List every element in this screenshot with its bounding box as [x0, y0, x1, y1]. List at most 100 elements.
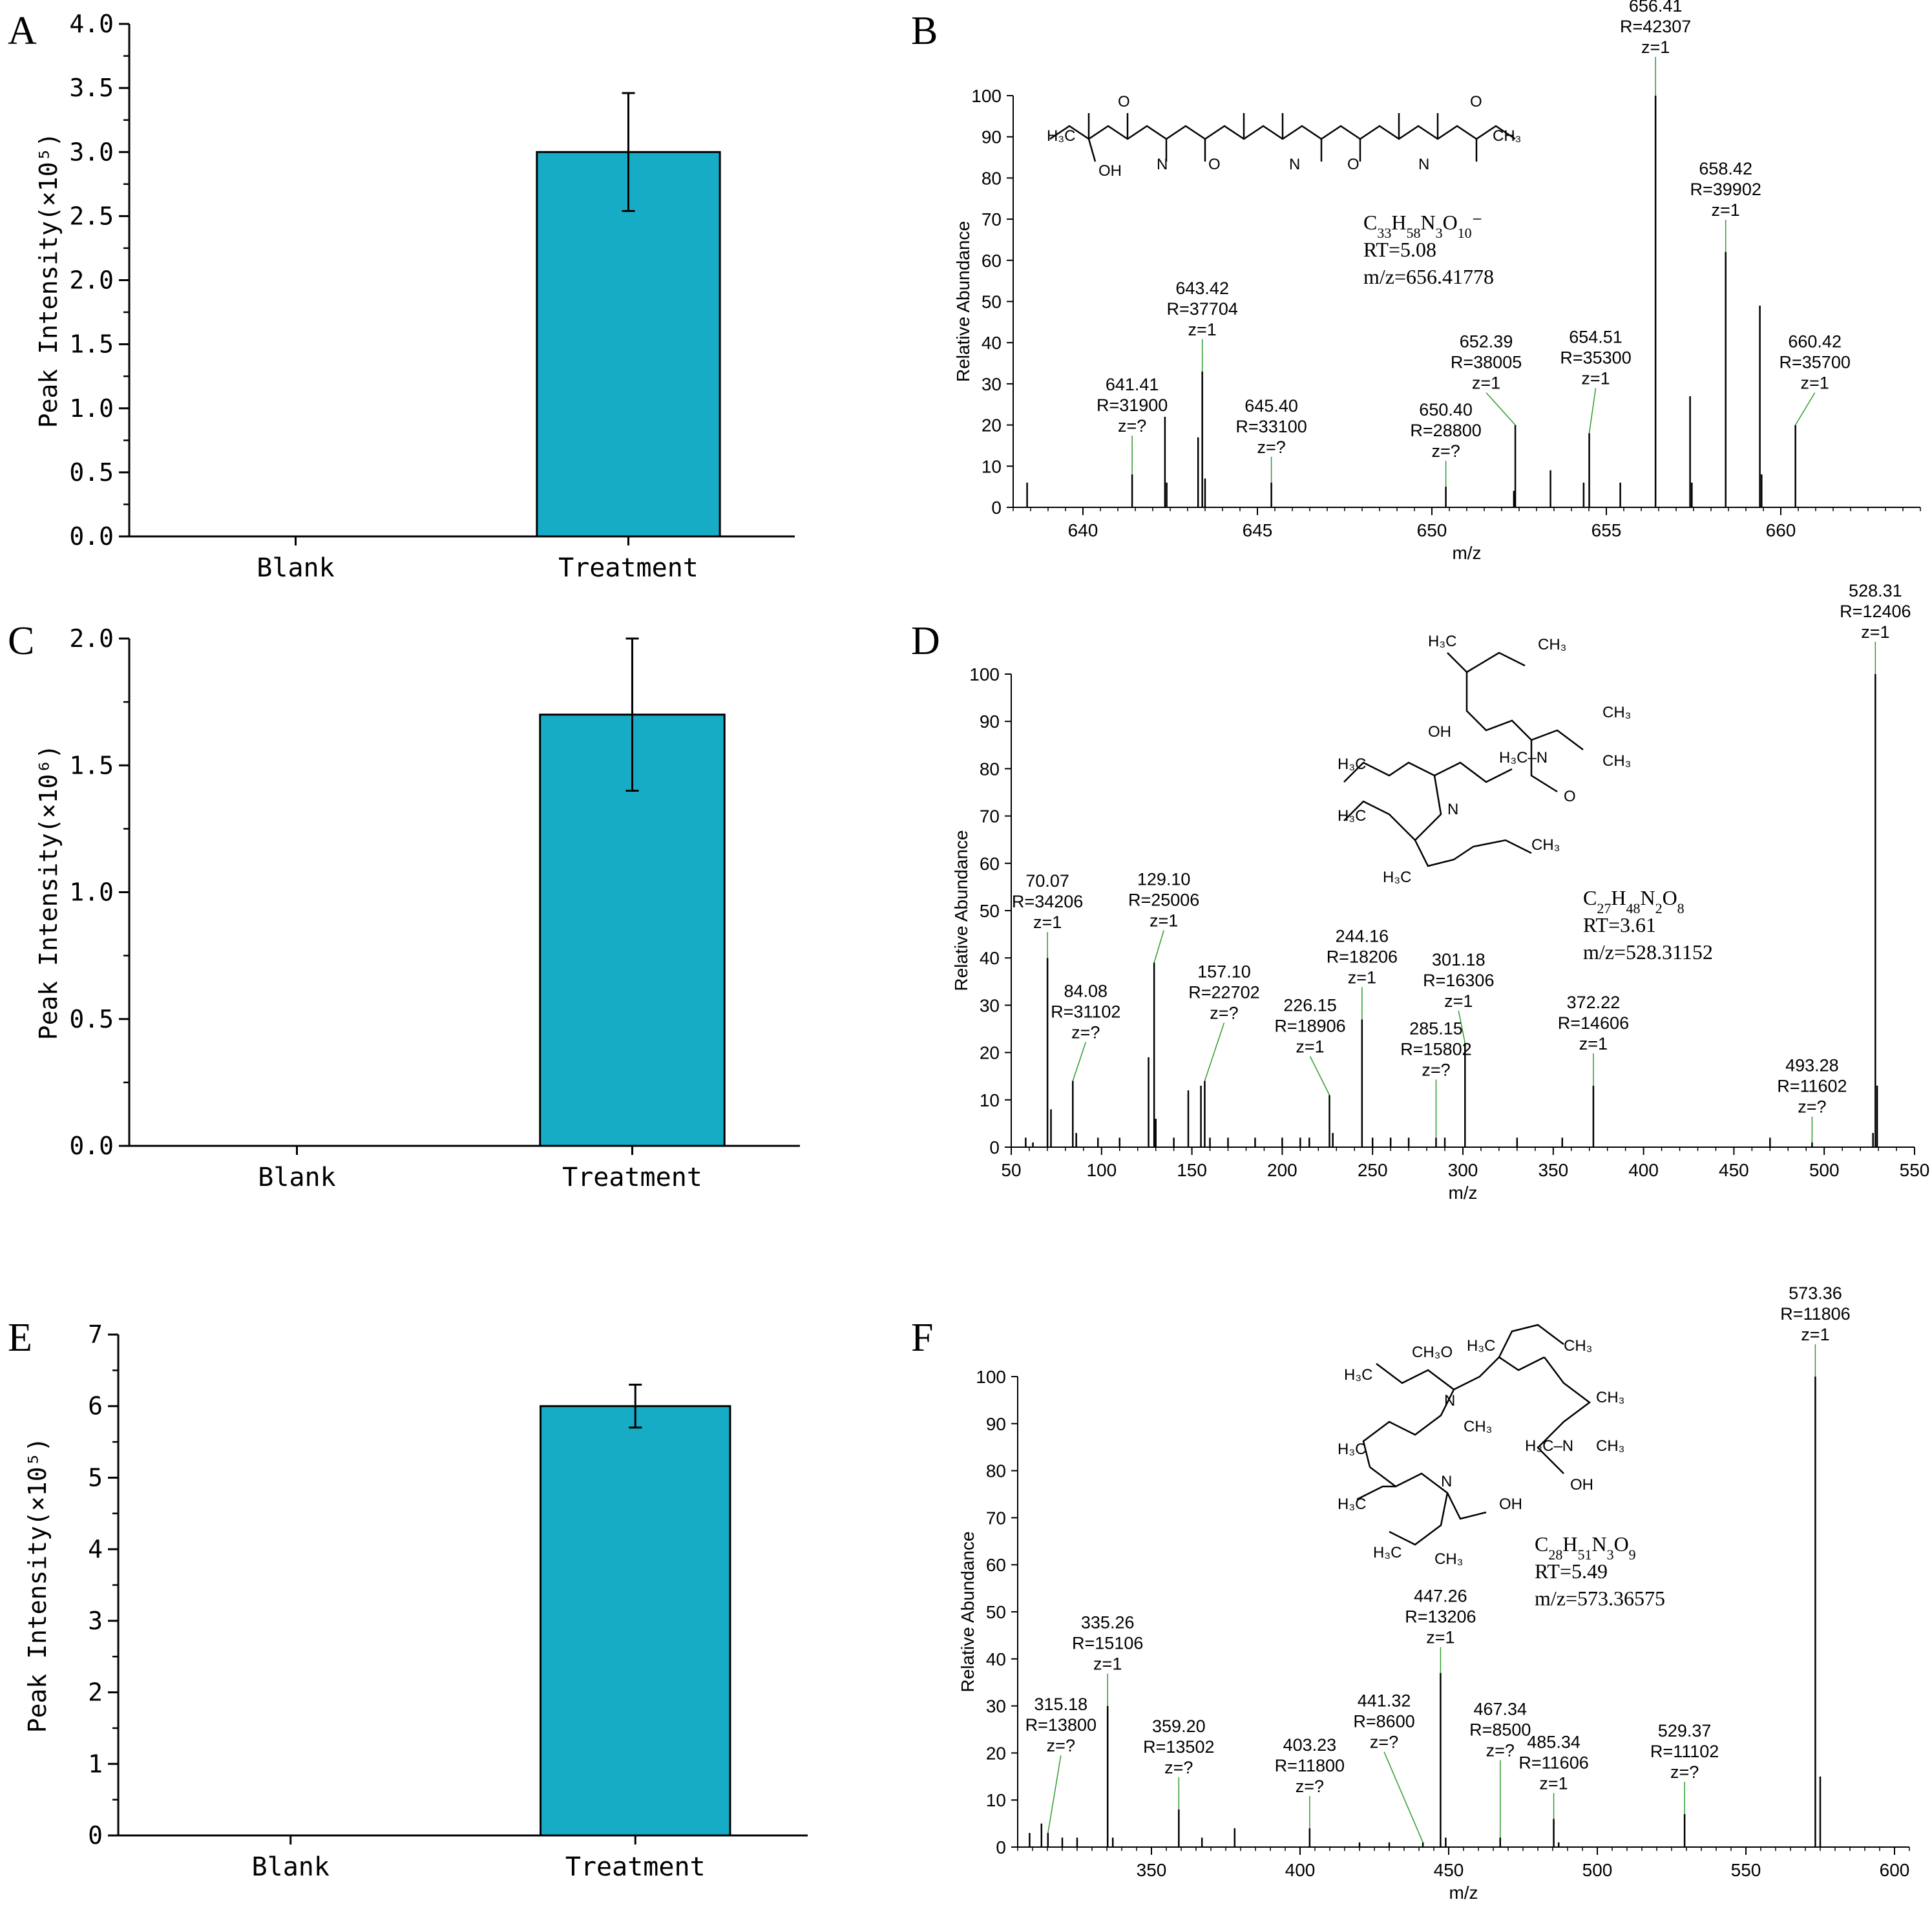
y-tick-label: 0	[991, 498, 1002, 518]
formula-part: O	[1443, 211, 1458, 234]
peak-resolution-label: R=31900	[1097, 396, 1168, 415]
formula-subscript: 10	[1458, 225, 1472, 241]
peak-mz-label: 528.31	[1849, 581, 1902, 600]
x-tick-label: 400	[1285, 1860, 1316, 1880]
x-tick-label: Blank	[252, 1852, 330, 1882]
svg-text:O: O	[1208, 156, 1221, 173]
peak-resolution-label: R=35300	[1560, 348, 1631, 367]
y-tick-label: 3.0	[69, 138, 114, 166]
y-tick-label: 80	[982, 168, 1002, 188]
svg-text:H₃C: H₃C	[1047, 127, 1075, 145]
peak-mz-label: 226.15	[1283, 995, 1337, 1015]
y-tick-label: 7	[88, 1320, 103, 1349]
peak-charge-label: z=1	[1641, 37, 1670, 57]
peak-mz-label: 441.32	[1358, 1691, 1411, 1711]
bar-chart-c: 0.0 0.5 1.0 1.5 2.0 Blank Treatment Peak Intens…	[34, 624, 800, 1192]
x-tick-label: 550	[1900, 1160, 1930, 1180]
x-axis-label: m/z	[1449, 1883, 1478, 1903]
peak-charge-label: z=?	[1670, 1762, 1699, 1782]
peak-charge-label: z=?	[1296, 1777, 1324, 1796]
y-tick-label: 20	[982, 416, 1002, 436]
x-tick-label: Blank	[257, 553, 334, 583]
y-tick-label: 0	[996, 1837, 1006, 1857]
peak-leader-line	[1204, 1022, 1225, 1081]
peak-label: 441.32R=8600 z=?	[1353, 1691, 1423, 1843]
formula-part: O	[1663, 886, 1677, 909]
x-axis-label: m/z	[1448, 1183, 1477, 1203]
y-tick-label: 20	[986, 1743, 1006, 1763]
y-tick-label: 80	[986, 1461, 1006, 1481]
y-tick-label: 0	[88, 1821, 103, 1850]
panel-letter-d: D	[911, 619, 940, 663]
formula-subscript: 58	[1406, 225, 1420, 241]
y-tick-label: 4.0	[69, 10, 114, 38]
y-tick-label: 0.5	[69, 458, 114, 487]
svg-text:OH: OH	[1098, 162, 1122, 180]
y-tick-label: 90	[986, 1414, 1006, 1434]
svg-text:O: O	[1347, 156, 1360, 173]
peak-mz-label: 660.42	[1788, 332, 1842, 352]
y-axis-label: Peak Intensity(×10⁵)	[23, 1437, 52, 1733]
y-tick-label: 60	[986, 1555, 1006, 1575]
y-tick-label: 1.0	[69, 394, 114, 423]
svg-text:CH₃: CH₃	[1464, 1418, 1492, 1435]
formula-part: O	[1614, 1532, 1629, 1556]
peak-charge-label: z=1	[1296, 1037, 1324, 1056]
svg-text:H₃C: H₃C	[1338, 756, 1366, 773]
svg-text:OH: OH	[1499, 1496, 1522, 1513]
svg-text:CH₃: CH₃	[1434, 1550, 1463, 1568]
y-tick-label: 6	[88, 1392, 103, 1421]
peak-resolution-label: R=11102	[1650, 1742, 1719, 1761]
panel-letter-a: A	[8, 9, 37, 53]
peak-resolution-label: R=34206	[1012, 892, 1083, 911]
molecular-formula: C28H51N3O9	[1535, 1532, 1636, 1563]
peak-mz-label: 335.26	[1081, 1613, 1135, 1633]
peak-mz-label: 485.34	[1527, 1732, 1580, 1751]
x-tick-label: 350	[1538, 1160, 1568, 1180]
peak-charge-label: z=?	[1047, 1736, 1075, 1755]
svg-text:O: O	[1470, 93, 1482, 111]
x-tick-label: 450	[1434, 1860, 1464, 1880]
peak-charge-label: z=?	[1164, 1758, 1193, 1777]
peak-resolution-label: R=14606	[1558, 1013, 1629, 1033]
svg-text:CH₃: CH₃	[1602, 752, 1631, 770]
bar-treatment	[540, 1405, 731, 1837]
svg-text:CH₃: CH₃	[1602, 704, 1631, 721]
svg-text:H₃C: H₃C	[1338, 1496, 1366, 1513]
peak-leader-line	[1383, 1751, 1423, 1843]
peak-charge-label: z=1	[1093, 1654, 1122, 1674]
y-tick-label: 2.0	[69, 624, 114, 653]
peak-charge-label: z=1	[1033, 913, 1062, 932]
peak-resolution-label: R=38005	[1451, 353, 1522, 372]
peak-mz-label: 359.20	[1152, 1717, 1206, 1736]
peak-resolution-label: R=13206	[1405, 1607, 1476, 1627]
peak-resolution-label: R=11800	[1275, 1756, 1345, 1775]
y-tick-label: 50	[980, 901, 1000, 921]
svg-text:CH₃: CH₃	[1531, 836, 1560, 854]
y-tick-label: 30	[980, 995, 1000, 1015]
peak-leader-line	[1486, 392, 1516, 426]
peak-resolution-label: R=39902	[1690, 180, 1761, 199]
y-tick-label: 40	[986, 1649, 1006, 1669]
x-tick-label: 600	[1880, 1860, 1910, 1880]
precursor-mz: m/z=573.36575	[1535, 1587, 1665, 1610]
formula-part: H	[1611, 886, 1626, 909]
formula-subscript: 48	[1626, 900, 1640, 916]
y-axis-label: Peak Intensity(×10⁵)	[34, 132, 63, 428]
x-tick-label: 400	[1628, 1160, 1659, 1180]
x-tick-label: 450	[1719, 1160, 1749, 1180]
y-tick-label: 30	[986, 1696, 1006, 1717]
peak-resolution-label: R=25006	[1128, 891, 1199, 910]
formula-subscript: 2	[1655, 900, 1663, 916]
formula-subscript: 28	[1548, 1547, 1562, 1563]
peak-leader-line	[1588, 388, 1597, 434]
svg-text:N: N	[1289, 156, 1300, 173]
x-tick-label: Treatment	[558, 553, 698, 583]
peak-charge-label: z=1	[1712, 200, 1740, 220]
bar-chart-a: 0.0 0.5 1.0 1.5 2.0 2.5 3.0 3.5 4.0 Blank Treatmen…	[34, 10, 795, 583]
y-tick-label: 2.5	[69, 202, 114, 230]
